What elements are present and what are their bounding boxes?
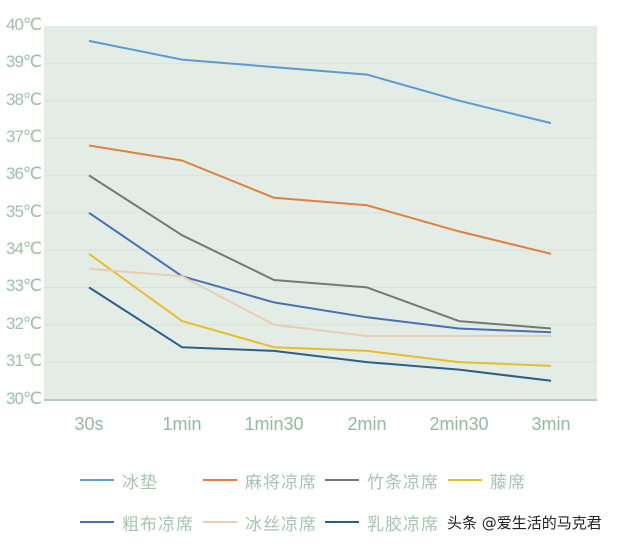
legend-item: 麻将凉席 <box>203 468 317 493</box>
x-tick-label: 30s <box>74 414 104 434</box>
x-tick-label: 1min <box>162 414 202 434</box>
y-tick-label: 37℃ <box>6 127 42 147</box>
series-line <box>88 267 551 337</box>
x-tick-label: 3min <box>531 414 571 434</box>
y-tick-label: 31℃ <box>6 351 42 371</box>
legend-swatch-icon <box>203 479 237 481</box>
watermark: 头条 @爱生活的马克君 <box>447 514 602 532</box>
series-line <box>88 144 552 255</box>
y-tick-label: 39℃ <box>6 52 42 72</box>
legend-label: 麻将凉席 <box>245 472 317 493</box>
legend-label: 冰丝凉席 <box>245 514 317 535</box>
legend-swatch-icon <box>80 479 114 481</box>
series-line <box>88 252 552 367</box>
y-tick-label: 40℃ <box>6 15 42 34</box>
series-line <box>88 174 552 330</box>
series-line <box>88 39 552 125</box>
legend-item: 藤席 <box>448 468 526 493</box>
legend-swatch-icon <box>203 521 237 523</box>
series-line <box>88 211 552 334</box>
legend-label: 冰垫 <box>122 472 158 493</box>
y-tick-label: 36℃ <box>6 164 42 184</box>
legend-swatch-icon <box>325 521 359 523</box>
legend-item: 竹条凉席 <box>325 468 439 493</box>
x-tick-label: 2min <box>347 414 387 434</box>
legend-item: 乳胶凉席 <box>325 510 439 535</box>
y-tick-label: 34℃ <box>6 239 42 259</box>
legend-item: 粗布凉席 <box>80 510 194 535</box>
legend-label: 竹条凉席 <box>367 472 439 493</box>
legend-label: 粗布凉席 <box>122 514 194 535</box>
legend-label: 乳胶凉席 <box>367 514 439 535</box>
legend-swatch-icon <box>448 479 482 481</box>
y-tick-label: 33℃ <box>6 276 42 296</box>
series-lines <box>88 39 552 382</box>
legend-item: 冰丝凉席 <box>203 510 317 535</box>
x-tick-label: 1min30 <box>244 414 304 434</box>
legend-item: 冰垫 <box>80 468 158 493</box>
y-tick-label: 32℃ <box>6 313 42 333</box>
y-tick-label: 30℃ <box>6 388 42 408</box>
legend-swatch-icon <box>325 479 359 481</box>
x-tick-label: 2min30 <box>429 414 489 434</box>
y-tick-label: 38℃ <box>6 89 42 109</box>
y-tick-label: 35℃ <box>6 201 42 221</box>
legend-swatch-icon <box>80 521 114 523</box>
legend-label: 藤席 <box>490 472 526 493</box>
series-line <box>88 286 552 382</box>
